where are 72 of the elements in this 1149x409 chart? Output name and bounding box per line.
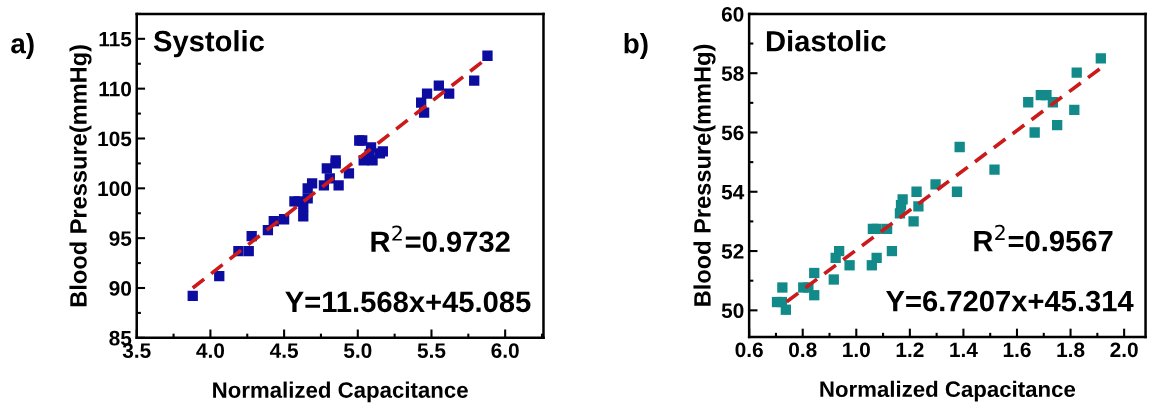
y-tick-label: 56 [721, 125, 744, 141]
point [780, 304, 791, 315]
point [469, 75, 480, 86]
point [871, 223, 882, 234]
point [886, 245, 898, 257]
y-tick-label: 100 [98, 181, 132, 197]
x-tick-label: 1.4 [950, 342, 978, 357]
annotation: R$^{2}$=0.9732 [371, 225, 510, 253]
point [1071, 67, 1082, 78]
y-tick-label: 58 [721, 66, 744, 81]
text: Systolic [153, 30, 264, 58]
y-tick-label: 110 [99, 81, 132, 97]
point [1029, 127, 1040, 138]
point [954, 141, 965, 153]
point [871, 252, 882, 264]
point [908, 216, 919, 227]
point [1069, 104, 1080, 116]
point [833, 245, 845, 257]
x-tick-label: 1.2 [896, 342, 924, 357]
point [433, 80, 444, 91]
x-tick-label: 4.0 [196, 343, 225, 358]
x-tick-label: 1.0 [843, 342, 870, 358]
point [421, 88, 433, 99]
point [1023, 97, 1034, 108]
y-tick-label: 95 [109, 231, 132, 246]
point [333, 180, 344, 191]
x-tick-label: 5.5 [417, 343, 446, 358]
y-tick-label: 90 [109, 281, 132, 296]
point [951, 186, 963, 197]
point [1095, 53, 1106, 64]
y-tick-label: 105 [98, 131, 132, 147]
y-tick-label: 50 [721, 303, 744, 319]
x-tick-label: 4.5 [269, 343, 298, 358]
annotation: Y=11.568x+45.085 [285, 291, 531, 313]
text: a) [11, 33, 34, 59]
y-tick-label: 52 [721, 244, 744, 259]
point [777, 282, 788, 293]
annotation: R$^{2}$=0.9567 [974, 224, 1113, 252]
annotation: Y=6.7207x+45.314 [886, 290, 1134, 312]
x-axis-title: Normalized Capacitance [820, 380, 1076, 402]
y-axis-title: Blood Pressure(mmHg) [69, 45, 92, 307]
x-axis-title: Normalized Capacitance [213, 381, 468, 403]
x-tick-label: 1.8 [1057, 342, 1085, 358]
x-tick-label: 6.0 [491, 343, 519, 358]
point [444, 88, 455, 99]
point [343, 168, 355, 179]
point [214, 270, 225, 282]
x-tick-label: 1.6 [1003, 342, 1031, 358]
x-tick-label: 2.0 [1110, 342, 1138, 358]
point [298, 211, 309, 222]
point [243, 245, 254, 257]
point [809, 290, 820, 301]
y-axis-title: Blood Pressure(mmHg) [693, 44, 716, 306]
point [187, 290, 198, 302]
point [844, 260, 855, 271]
point [306, 178, 318, 189]
x-tick-label: 0.6 [735, 342, 763, 358]
x-tick-label: 0.8 [789, 342, 817, 358]
chart-title: Diastolic [766, 30, 886, 52]
point [1052, 119, 1063, 131]
y-tick-label: 115 [99, 32, 132, 47]
y-tick-label: 54 [721, 184, 745, 200]
x-tick-label: 5.0 [343, 343, 372, 358]
point [482, 50, 493, 61]
text: b) [624, 33, 648, 59]
point [828, 274, 839, 285]
point [897, 194, 908, 205]
point [989, 164, 1000, 175]
y-tick-label: 60 [721, 6, 744, 22]
point [321, 163, 332, 174]
point [911, 186, 922, 197]
point [809, 267, 820, 279]
